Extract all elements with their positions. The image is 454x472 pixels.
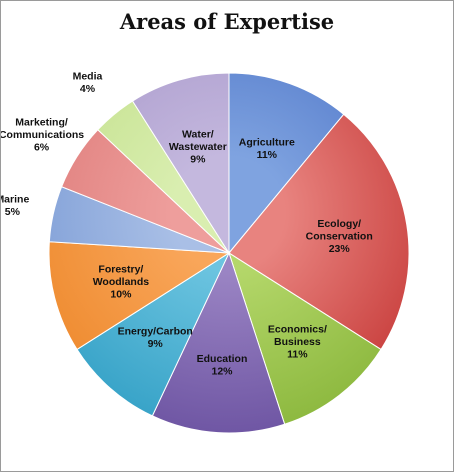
slice-label: Marketing/Communications 6% (1, 117, 84, 154)
pie-slices (48, 72, 410, 434)
slice-label: Education 12% (197, 353, 248, 378)
slice-label: Media 4% (73, 71, 103, 96)
pie-slice (228, 72, 345, 255)
pie-slice (228, 113, 410, 351)
pie-slice (228, 251, 382, 425)
slice-label: Forestry/Woodlands 10% (93, 263, 150, 300)
pie-slice (76, 251, 231, 417)
slice-label: Marine5% (1, 193, 29, 218)
pie-slice (151, 251, 286, 434)
pie-slice (48, 241, 231, 351)
pie-labels: Agriculture 11% Ecology/Conservation 23% Eco… (1, 71, 373, 378)
slice-label: Energy/Carbon 9% (118, 325, 193, 350)
slice-label: Ecology/Conservation 23% (306, 218, 373, 255)
pie-slice (131, 72, 230, 255)
slice-label: Agriculture 11% (239, 137, 295, 162)
chart-title: Areas of Expertise (119, 9, 335, 34)
slice-label: Water/Wastewater 9% (169, 128, 227, 165)
slice-label: Economics/Business 11% (268, 324, 327, 361)
